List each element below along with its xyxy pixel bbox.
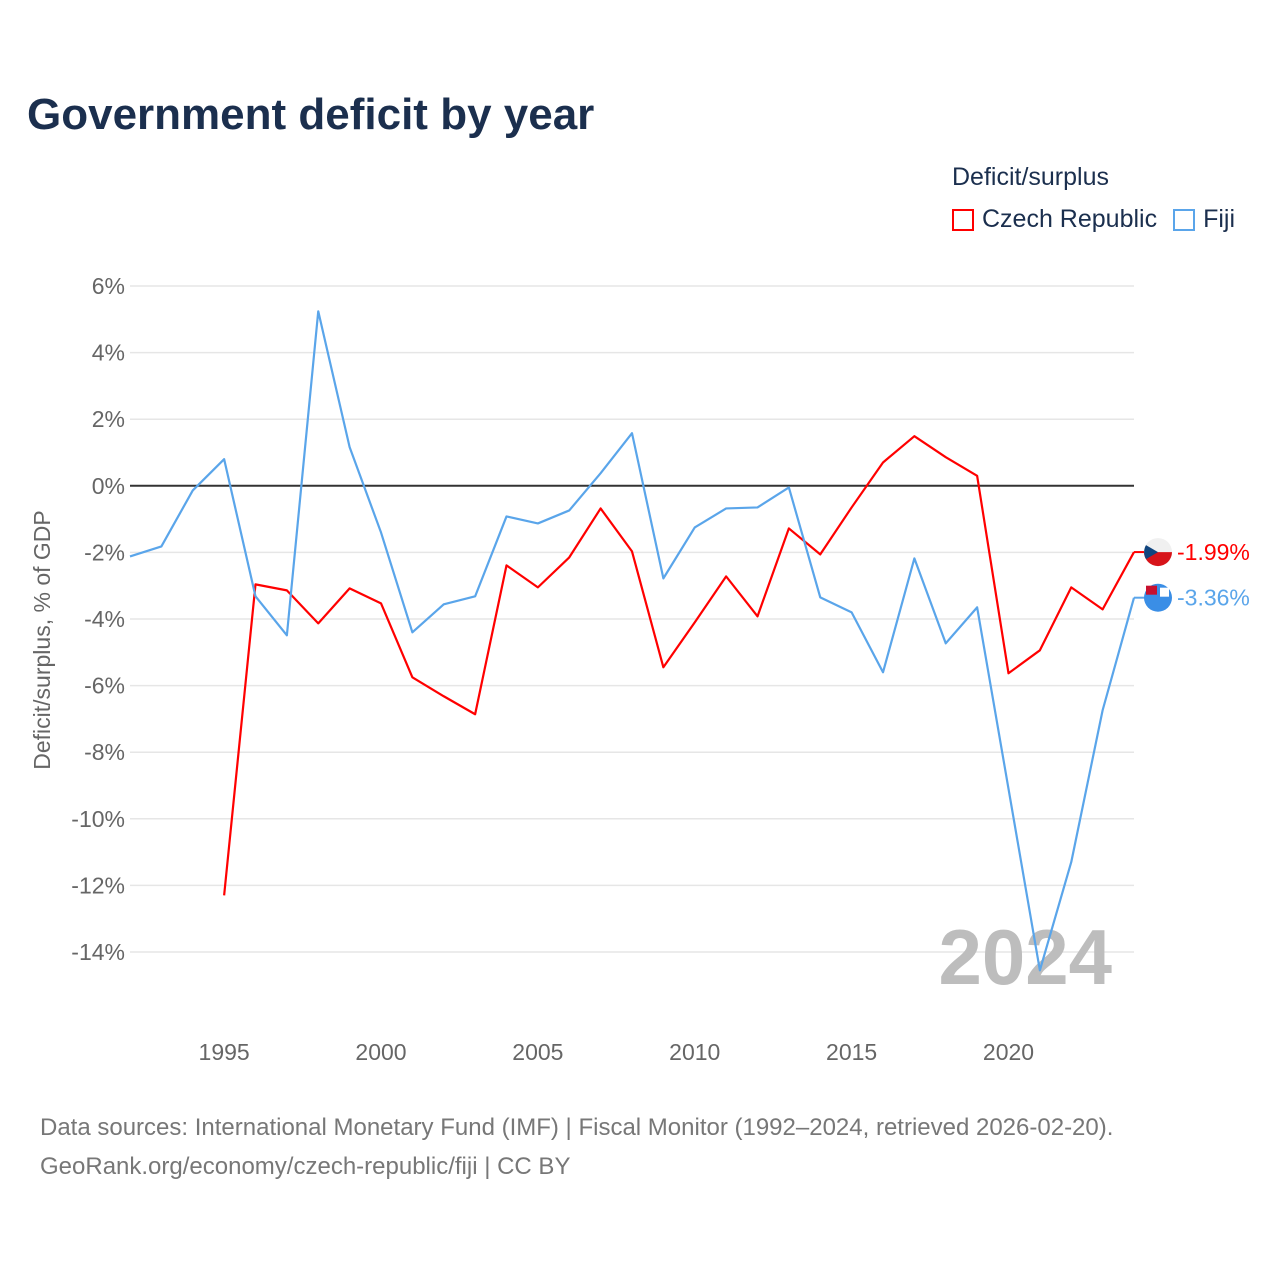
series-line-fiji (129, 310, 1136, 972)
y-tick-label: -6% (84, 673, 125, 699)
y-tick-label: -12% (71, 872, 125, 898)
legend-label-czech: Czech Republic (982, 205, 1158, 233)
source-line-1: Data sources: International Monetary Fun… (40, 1114, 1114, 1141)
legend-item-czech[interactable]: Czech Republic (952, 205, 1157, 234)
year-watermark: 2024 (938, 913, 1112, 1001)
y-tick-label: -10% (71, 806, 125, 832)
source-line-2[interactable]: GeoRank.org/economy/czech-republic/fiji … (40, 1153, 571, 1180)
y-tick-label: 0% (92, 473, 125, 499)
end-value-label: -3.36% (1177, 585, 1250, 611)
legend-label-fiji: Fiji (1203, 205, 1236, 233)
y-axis-label: Deficit/surplus, % of GDP (29, 510, 55, 769)
x-tick-label: 2010 (669, 1039, 720, 1065)
y-tick-label: -14% (71, 939, 125, 965)
legend-item-fiji[interactable]: Fiji (1173, 205, 1235, 234)
end-value-label: -1.99% (1177, 539, 1250, 565)
fiji-flag-shield (1160, 587, 1169, 597)
source-note: Data sources: International Monetary Fun… (40, 1108, 1113, 1186)
y-tick-label: 6% (92, 273, 125, 299)
legend-swatch-fiji (1173, 208, 1196, 231)
legend-title: Deficit/surplus (952, 163, 1109, 191)
y-tick-label: 4% (92, 340, 125, 366)
y-tick-label: -8% (84, 739, 125, 765)
y-tick-label: 2% (92, 406, 125, 432)
x-tick-label: 2005 (512, 1039, 563, 1065)
x-tick-label: 1995 (199, 1039, 250, 1065)
y-tick-label: -2% (84, 539, 125, 565)
fiji-flag-union (1146, 585, 1157, 595)
czech-flag-blue (1144, 545, 1158, 560)
legend-swatch-czech (952, 208, 974, 231)
y-tick-label: -4% (84, 606, 125, 632)
x-tick-label: 2000 (355, 1039, 406, 1065)
series-line-czech (223, 435, 1135, 896)
chart-title: Government deficit by year (27, 90, 595, 139)
x-tick-label: 2015 (826, 1039, 877, 1065)
x-tick-label: 2020 (983, 1039, 1034, 1065)
legend: Czech Republic Fiji (952, 205, 1251, 234)
